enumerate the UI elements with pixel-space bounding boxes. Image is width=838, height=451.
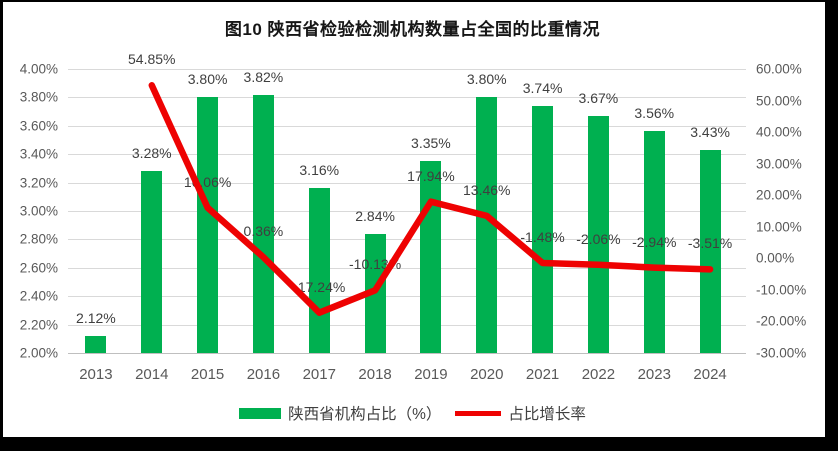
legend-line-label: 占比增长率 <box>508 406 586 423</box>
gridline <box>68 97 746 99</box>
bar-2020 <box>476 97 498 353</box>
bar-label-2022: 3.67% <box>578 89 619 106</box>
y-axis-left-tick: 3.80% <box>19 89 58 105</box>
y-axis-left-tick: 3.40% <box>19 146 58 162</box>
bar-2017 <box>308 188 330 353</box>
y-axis-left-tick: 3.00% <box>19 203 58 219</box>
bar-label-2020: 3.80% <box>466 71 507 88</box>
line-label-2024: -3.51% <box>687 235 733 252</box>
legend-item-line-series: 占比增长率 <box>455 402 586 424</box>
bar-label-2014: 3.28% <box>131 145 172 162</box>
line-label-2014: 54.85% <box>128 51 176 68</box>
y-axis-left-tick: 2.20% <box>19 317 58 333</box>
x-axis-tick-2022: 2022 <box>581 366 616 383</box>
y-axis-left-tick: 3.20% <box>19 175 58 191</box>
line-label-2023: -2.94% <box>632 233 677 250</box>
bar-label-2024: 3.43% <box>690 123 730 140</box>
line-label-2022: -2.06% <box>576 230 621 247</box>
y-axis-right-tick: -20.00% <box>756 313 807 329</box>
x-axis-tick-2016: 2016 <box>246 366 281 383</box>
bar-series-swatch-icon <box>239 407 282 419</box>
y-axis-right-tick: -30.00% <box>756 345 807 361</box>
line-label-2018: -10.13% <box>349 256 402 273</box>
photo-border-right <box>825 0 838 451</box>
bar-2024 <box>699 149 721 353</box>
y-axis-left-tick: 3.60% <box>19 118 58 134</box>
x-axis-tick-2015: 2015 <box>190 366 225 383</box>
y-axis-left-tick: 2.60% <box>19 260 58 276</box>
x-axis-tick-2017: 2017 <box>302 366 336 383</box>
bar-label-2021: 3.74% <box>522 79 563 96</box>
x-axis-tick-2020: 2020 <box>470 366 504 383</box>
y-axis-left-tick: 2.80% <box>19 231 58 247</box>
photo-border-bottom <box>0 437 838 451</box>
legend-item-bar-series: 陕西省机构占比（%） <box>239 402 441 424</box>
y-axis-right-tick: 10.00% <box>756 219 802 235</box>
gridline <box>68 69 746 70</box>
bar-label-2013: 2.12% <box>76 309 116 326</box>
gridline <box>68 324 746 326</box>
bar-2015 <box>197 97 219 353</box>
y-axis-right-tick: 40.00% <box>756 124 802 140</box>
x-axis-tick-2021: 2021 <box>525 366 560 383</box>
y-axis-left-tick: 2.40% <box>19 288 58 304</box>
line-label-2019: 17.94% <box>407 167 455 184</box>
line-label-2021: -1.48% <box>520 229 565 245</box>
y-axis-right-tick: -10.00% <box>756 282 807 298</box>
x-axis-tick-2018: 2018 <box>358 366 392 383</box>
x-axis-tick-2013: 2013 <box>79 366 113 383</box>
bar-label-2017: 3.16% <box>299 162 340 179</box>
y-axis-right-tick: 20.00% <box>756 187 802 203</box>
line-label-2016: 0.36% <box>243 223 284 240</box>
line-label-2020: 13.46% <box>463 181 511 198</box>
x-axis-tick-2019: 2019 <box>414 366 448 383</box>
bar-2014 <box>141 171 163 353</box>
chart-title: 图10 陕西省检验检测机构数量占全国的比重情况 <box>224 20 601 39</box>
x-axis-tick-2024: 2024 <box>693 366 727 383</box>
line-label-2017: -17.24% <box>293 278 346 295</box>
bar-label-2023: 3.56% <box>634 105 675 122</box>
bar-2019 <box>420 161 442 353</box>
y-axis-left-tick: 4.00% <box>19 61 58 77</box>
bar-label-2018: 2.84% <box>355 207 395 224</box>
chart-legend: 陕西省机构占比（%） 占比增长率 <box>0 401 825 425</box>
photo-border-top <box>0 0 838 2</box>
photo-border-left <box>0 0 3 451</box>
line-label-2015: 16.06% <box>183 173 232 190</box>
y-axis-right-tick: 30.00% <box>756 156 802 172</box>
y-axis-left-tick: 2.00% <box>19 345 58 361</box>
bar-label-2015: 3.80% <box>187 71 228 88</box>
y-axis-right-tick: 50.00% <box>756 93 802 109</box>
bar-label-2019: 3.35% <box>411 135 451 152</box>
y-axis-right-tick: 60.00% <box>756 61 802 77</box>
gridline <box>68 353 746 354</box>
bar-2013 <box>85 335 107 353</box>
y-axis-right-tick: 0.00% <box>756 250 795 266</box>
x-axis-tick-2023: 2023 <box>637 366 671 383</box>
x-axis-tick-2014: 2014 <box>135 366 169 383</box>
line-series-swatch-icon <box>455 410 502 416</box>
bar-2018 <box>364 233 386 353</box>
gridline <box>68 125 746 127</box>
bar-label-2016: 3.82% <box>243 68 284 85</box>
legend-bar-label: 陕西省机构占比（%） <box>288 406 442 423</box>
